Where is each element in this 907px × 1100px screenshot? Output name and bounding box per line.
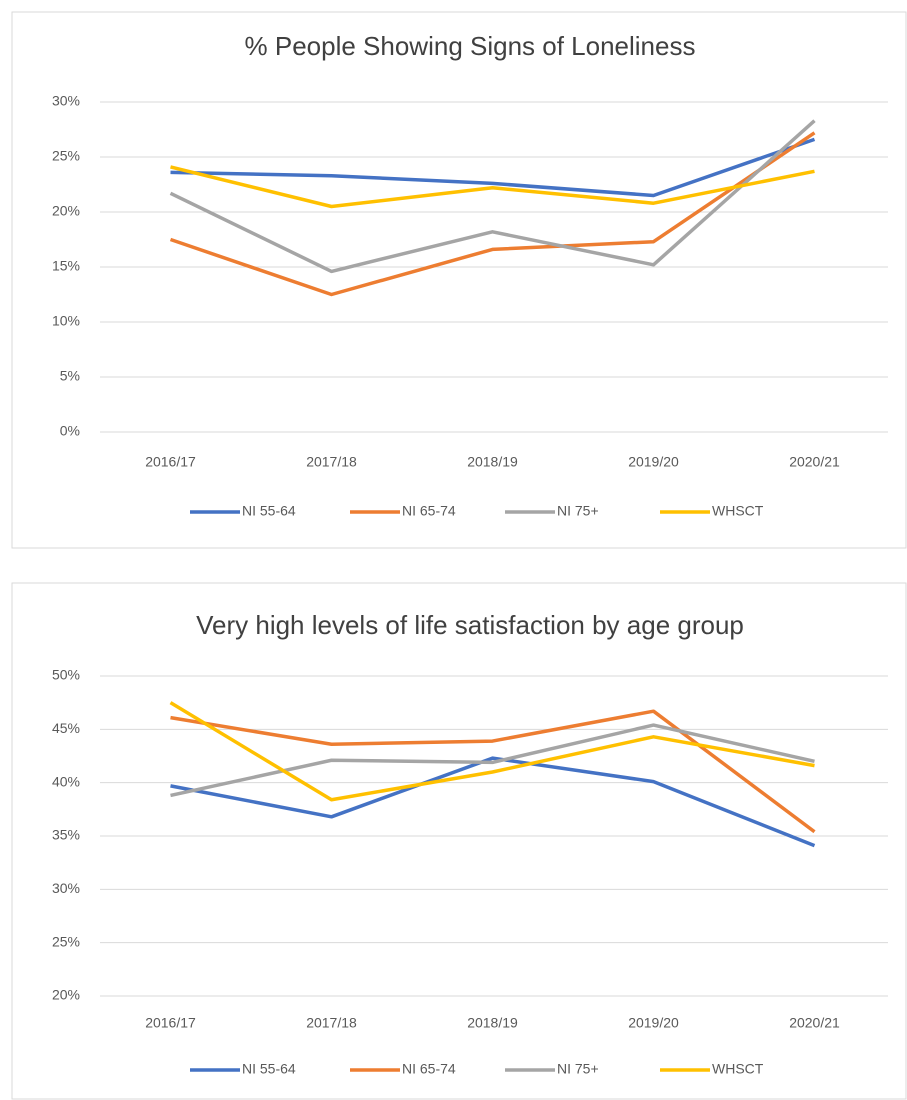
y-tick-label: 45% [52, 720, 80, 736]
y-tick-label: 30% [52, 93, 80, 109]
y-tick-label: 40% [52, 773, 80, 789]
x-tick-label: 2016/17 [145, 1015, 196, 1031]
y-tick-label: 5% [60, 368, 80, 384]
y-tick-label: 20% [52, 203, 80, 219]
x-tick-label: 2018/19 [467, 1015, 518, 1031]
y-tick-label: 10% [52, 313, 80, 329]
legend-label: NI 75+ [557, 1061, 599, 1077]
chart-frame [11, 582, 907, 1100]
legend-label: NI 55-64 [242, 1061, 296, 1077]
x-tick-label: 2020/21 [789, 1015, 840, 1031]
x-tick-label: 2017/18 [306, 454, 357, 470]
chart-title: Very high levels of life satisfaction by… [196, 610, 744, 640]
y-tick-label: 20% [52, 987, 80, 1003]
legend-label: NI 65-74 [402, 503, 456, 519]
legend-label: NI 55-64 [242, 503, 296, 519]
x-tick-label: 2017/18 [306, 1015, 357, 1031]
line [170, 709, 816, 834]
y-tick-label: 35% [52, 827, 80, 843]
legend-label: NI 65-74 [402, 1061, 456, 1077]
line [169, 701, 815, 802]
y-tick-label: 25% [52, 933, 80, 949]
y-tick-label: 0% [60, 423, 80, 439]
chart-frame [11, 11, 907, 549]
legend-label: NI 75+ [557, 503, 599, 519]
y-tick-label: 50% [52, 667, 80, 683]
x-tick-label: 2019/20 [628, 1015, 679, 1031]
x-tick-label: 2016/17 [145, 454, 196, 470]
x-tick-label: 2019/20 [628, 454, 679, 470]
line [169, 131, 816, 297]
line [170, 723, 815, 798]
x-tick-label: 2018/19 [467, 454, 518, 470]
y-tick-label: 25% [52, 148, 80, 164]
line [170, 165, 815, 209]
legend-label: WHSCT [712, 1061, 764, 1077]
y-tick-label: 15% [52, 258, 80, 274]
line [169, 119, 816, 274]
line [170, 756, 816, 848]
legend-label: WHSCT [712, 503, 764, 519]
x-tick-label: 2020/21 [789, 454, 840, 470]
chart-title: % People Showing Signs of Loneliness [245, 31, 696, 61]
y-tick-label: 30% [52, 880, 80, 896]
line [170, 137, 816, 198]
